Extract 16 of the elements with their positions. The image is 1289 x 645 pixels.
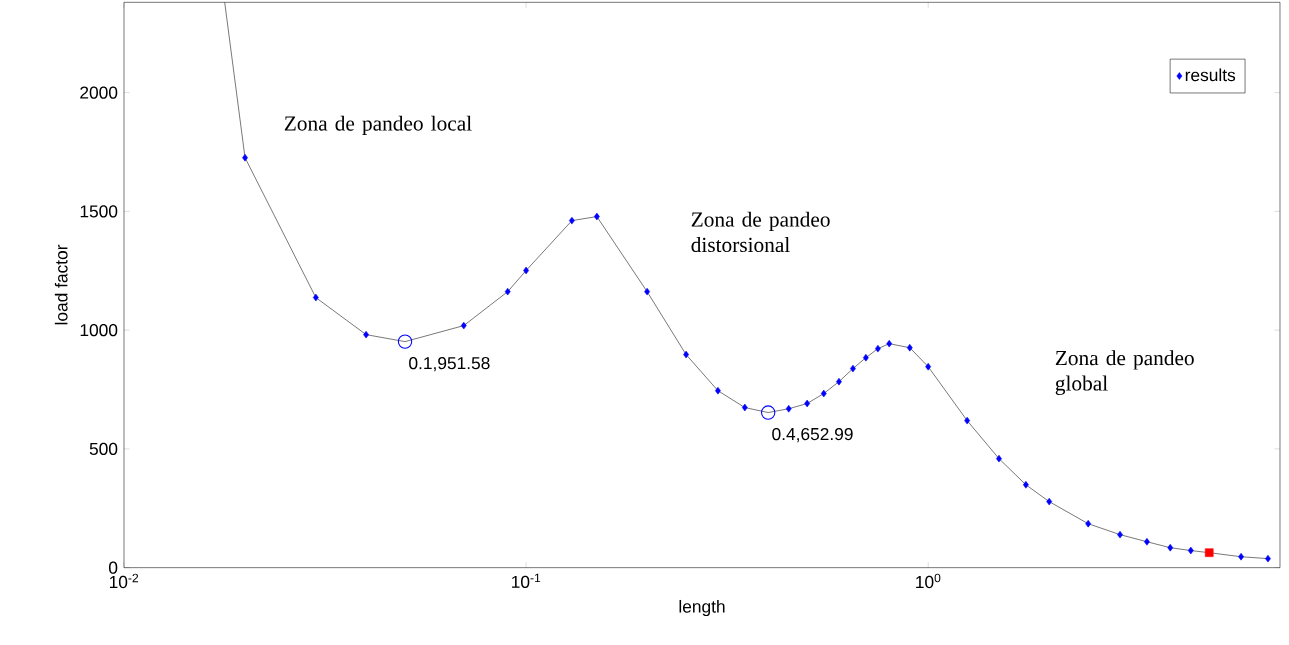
y-tick-label: 1500 bbox=[80, 205, 118, 218]
y-tick-label: 1000 bbox=[80, 323, 118, 337]
legend-label: results bbox=[1185, 68, 1236, 82]
annotation: 0.4,652.99 bbox=[772, 427, 853, 443]
y-tick-label: 2000 bbox=[80, 86, 118, 99]
annotation: 0.1,951.58 bbox=[409, 356, 490, 372]
annotation: Zona de pandeo distorsional bbox=[691, 211, 830, 253]
x-tick-label: 10$^{0}$ bbox=[916, 573, 941, 589]
y-tick-label: 0 bbox=[108, 561, 118, 574]
y-axis-title: load factor bbox=[54, 244, 68, 325]
y-tick-label: 500 bbox=[89, 442, 118, 456]
x-tick-label: 10$^{-1}$ bbox=[512, 573, 541, 589]
x-axis-title: length bbox=[679, 599, 725, 617]
annotation: Zona de pandeo global bbox=[1055, 350, 1194, 396]
x-tick-label: 10$^{-2}$ bbox=[109, 573, 139, 589]
annotation: Zona de pandeo local bbox=[284, 115, 472, 135]
